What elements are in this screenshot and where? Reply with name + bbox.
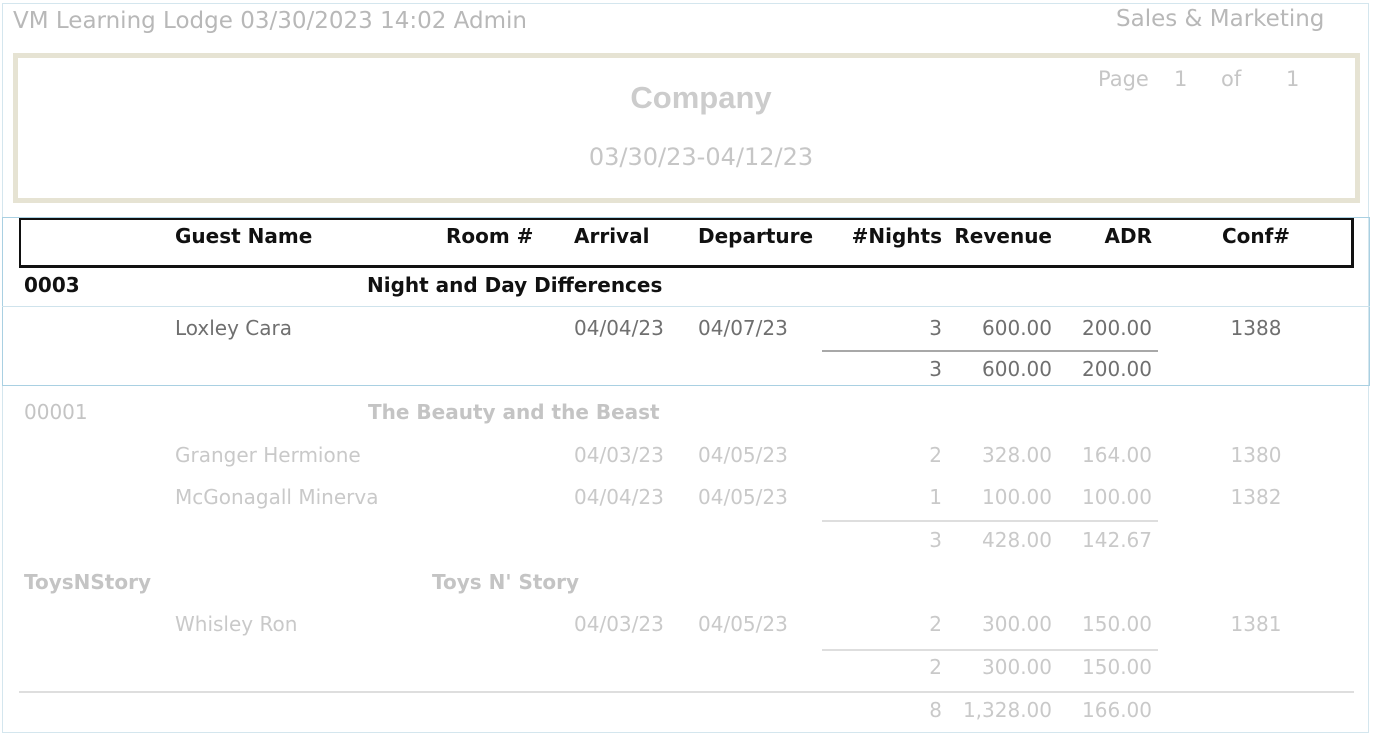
col-revenue: Revenue <box>954 224 1052 248</box>
col-arrival: Arrival <box>574 224 650 248</box>
grand-total-adr: 166.00 <box>1082 698 1152 722</box>
col-room: Room # <box>446 224 534 248</box>
nights-value: 2 <box>929 443 942 467</box>
nights-value: 1 <box>929 485 942 509</box>
group-code: 00001 <box>24 400 88 424</box>
arrival-date: 04/04/23 <box>574 316 664 340</box>
subtotal-adr: 142.67 <box>1082 528 1152 552</box>
col-nights: #Nights <box>851 224 942 248</box>
page-header-left: VM Learning Lodge 03/30/2023 14:02 Admin <box>13 8 527 34</box>
page-header-right: Sales & Marketing <box>1116 6 1325 32</box>
subtotal-nights: 3 <box>929 528 942 552</box>
conf-value: 1388 <box>1230 316 1282 340</box>
revenue-value: 100.00 <box>982 485 1052 509</box>
grand-total-nights: 8 <box>929 698 942 722</box>
adr-value: 164.00 <box>1082 443 1152 467</box>
arrival-date: 04/04/23 <box>574 485 664 509</box>
guest-name: Whisley Ron <box>175 612 298 636</box>
subtotal-revenue: 300.00 <box>982 655 1052 679</box>
grand-total-rule <box>19 691 1354 693</box>
guest-name: Loxley Cara <box>175 316 293 340</box>
col-adr: ADR <box>1104 224 1152 248</box>
report-title: Company <box>630 80 772 115</box>
revenue-value: 328.00 <box>982 443 1052 467</box>
selected-group-frame[interactable] <box>2 217 1370 386</box>
revenue-value: 300.00 <box>982 612 1052 636</box>
conf-value: 1381 <box>1230 612 1282 636</box>
page-total: 1 <box>1286 67 1300 91</box>
conf-value: 1382 <box>1230 485 1282 509</box>
subtotal-rule <box>822 520 1158 522</box>
group-code: 0003 <box>24 273 80 297</box>
group-name: Toys N' Story <box>432 570 580 594</box>
grand-total-revenue: 1,328.00 <box>962 698 1052 722</box>
subtotal-nights: 3 <box>929 357 942 381</box>
report-date-range: 03/30/23-04/12/23 <box>588 143 814 171</box>
adr-value: 100.00 <box>1082 485 1152 509</box>
page-number: 1 <box>1174 67 1188 91</box>
col-departure: Departure <box>698 224 814 248</box>
col-conf: Conf# <box>1221 224 1291 248</box>
departure-date: 04/07/23 <box>698 316 788 340</box>
group-divider <box>2 306 1370 307</box>
departure-date: 04/05/23 <box>698 485 788 509</box>
nights-value: 3 <box>929 316 942 340</box>
group-name: Night and Day Differences <box>367 273 663 297</box>
subtotal-adr: 200.00 <box>1082 357 1152 381</box>
col-guest-name: Guest Name <box>175 224 313 248</box>
nights-value: 2 <box>929 612 942 636</box>
departure-date: 04/05/23 <box>698 443 788 467</box>
column-header-bar <box>19 218 1354 268</box>
group-code: ToysNStory <box>24 570 152 594</box>
subtotal-adr: 150.00 <box>1082 655 1152 679</box>
subtotal-revenue: 600.00 <box>982 357 1052 381</box>
arrival-date: 04/03/23 <box>574 443 664 467</box>
adr-value: 150.00 <box>1082 612 1152 636</box>
subtotal-rule <box>822 649 1158 651</box>
guest-name: Granger Hermione <box>175 443 361 467</box>
of-label: of <box>1221 67 1242 91</box>
guest-name: McGonagall Minerva <box>175 485 379 509</box>
revenue-value: 600.00 <box>982 316 1052 340</box>
report-title-box <box>13 53 1360 203</box>
subtotal-nights: 2 <box>929 655 942 679</box>
arrival-date: 04/03/23 <box>574 612 664 636</box>
conf-value: 1380 <box>1230 443 1282 467</box>
departure-date: 04/05/23 <box>698 612 788 636</box>
adr-value: 200.00 <box>1082 316 1152 340</box>
group-name: The Beauty and the Beast <box>368 400 660 424</box>
subtotal-revenue: 428.00 <box>982 528 1052 552</box>
page-label: Page <box>1098 67 1149 91</box>
subtotal-rule <box>822 350 1158 352</box>
